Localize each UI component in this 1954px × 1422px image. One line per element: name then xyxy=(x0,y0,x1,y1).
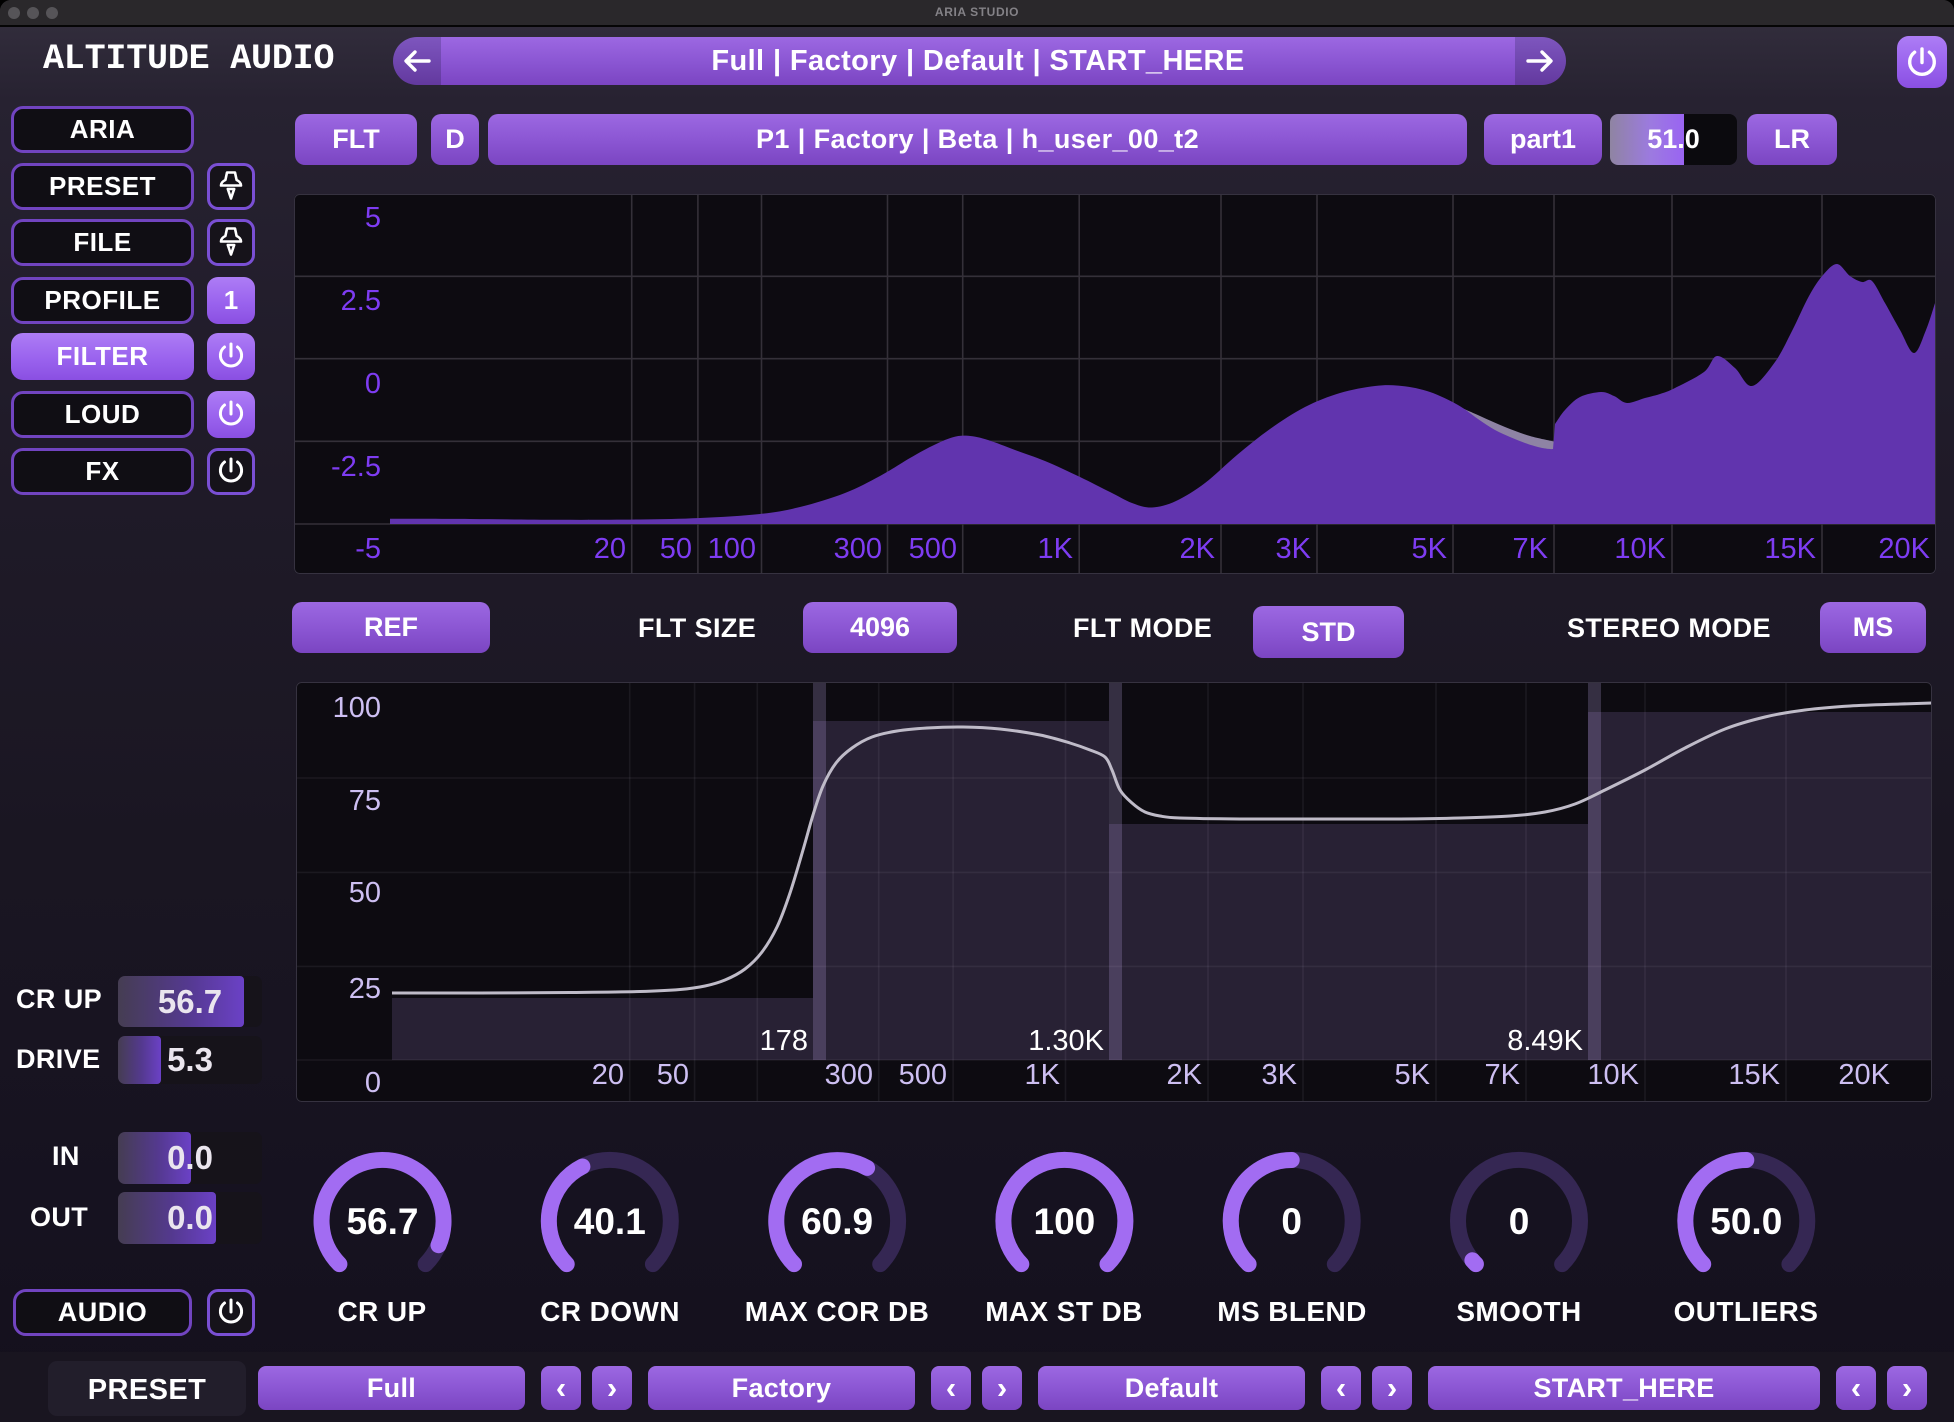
svg-text:0: 0 xyxy=(1509,1201,1530,1242)
svg-text:20: 20 xyxy=(592,1059,624,1091)
svg-text:50: 50 xyxy=(660,533,692,565)
svg-text:50: 50 xyxy=(349,877,381,909)
svg-text:50.0: 50.0 xyxy=(1710,1201,1782,1242)
svg-text:8.49K: 8.49K xyxy=(1507,1025,1583,1057)
svg-text:500: 500 xyxy=(909,533,957,565)
svg-text:75: 75 xyxy=(349,785,381,817)
svg-text:-2.5: -2.5 xyxy=(331,451,381,483)
svg-text:15K: 15K xyxy=(1728,1059,1780,1091)
svg-text:2K: 2K xyxy=(1180,533,1216,565)
svg-text:40.1: 40.1 xyxy=(574,1201,646,1242)
svg-text:178: 178 xyxy=(760,1025,808,1057)
svg-text:3K: 3K xyxy=(1276,533,1312,565)
svg-text:1K: 1K xyxy=(1038,533,1074,565)
svg-text:56.7: 56.7 xyxy=(346,1201,418,1242)
svg-text:20K: 20K xyxy=(1878,533,1930,565)
svg-text:0: 0 xyxy=(365,368,381,400)
svg-text:7K: 7K xyxy=(1513,533,1549,565)
svg-text:10K: 10K xyxy=(1614,533,1666,565)
svg-text:1.30K: 1.30K xyxy=(1028,1025,1104,1057)
svg-text:0: 0 xyxy=(365,1067,381,1099)
svg-text:3K: 3K xyxy=(1262,1059,1298,1091)
svg-text:300: 300 xyxy=(825,1059,873,1091)
svg-text:50: 50 xyxy=(657,1059,689,1091)
svg-text:100: 100 xyxy=(333,692,381,724)
svg-text:1K: 1K xyxy=(1025,1059,1061,1091)
svg-text:2.5: 2.5 xyxy=(341,285,381,317)
svg-text:0: 0 xyxy=(1281,1201,1302,1242)
svg-text:5K: 5K xyxy=(1395,1059,1431,1091)
svg-text:100: 100 xyxy=(1034,1201,1096,1242)
svg-text:20K: 20K xyxy=(1838,1059,1890,1091)
svg-text:5K: 5K xyxy=(1412,533,1448,565)
svg-text:2K: 2K xyxy=(1167,1059,1203,1091)
svg-text:7K: 7K xyxy=(1485,1059,1521,1091)
svg-text:500: 500 xyxy=(899,1059,947,1091)
svg-text:10K: 10K xyxy=(1587,1059,1639,1091)
svg-text:15K: 15K xyxy=(1764,533,1816,565)
svg-text:5: 5 xyxy=(365,202,381,234)
svg-text:25: 25 xyxy=(349,973,381,1005)
svg-text:20: 20 xyxy=(594,533,626,565)
svg-text:-5: -5 xyxy=(355,533,381,565)
svg-text:60.9: 60.9 xyxy=(801,1201,873,1242)
svg-text:300: 300 xyxy=(834,533,882,565)
svg-text:100: 100 xyxy=(708,533,756,565)
